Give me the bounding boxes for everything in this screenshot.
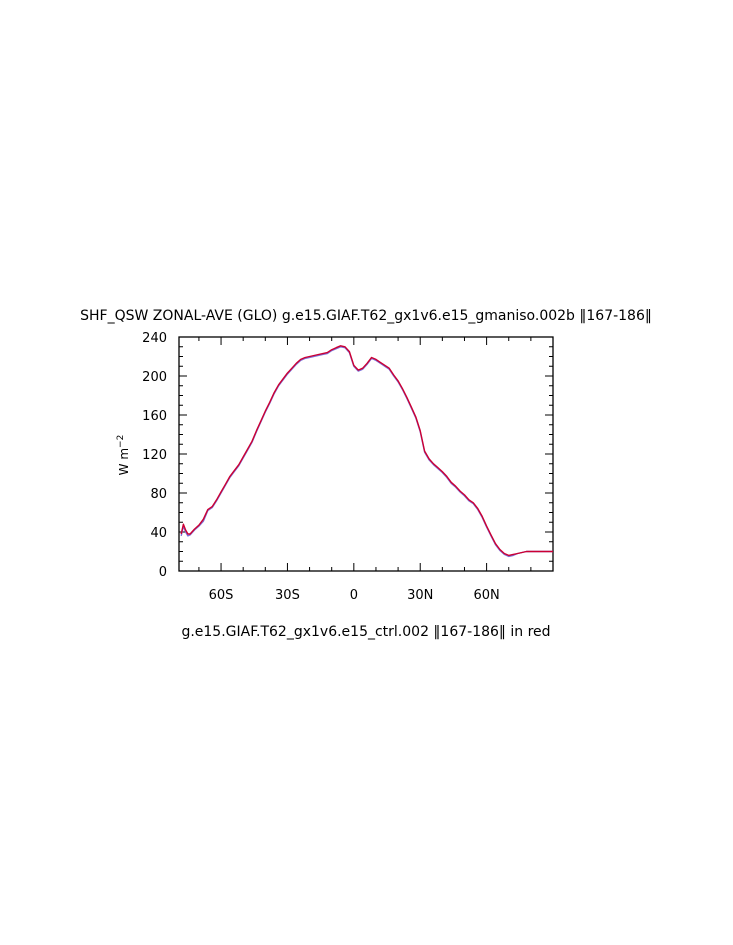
x-tick-label: 0	[350, 588, 358, 603]
plot-area: 60S 30S 0 30N 60N 0 40 80 120 160 200 240	[142, 331, 554, 603]
y-axis-label: W m−2	[116, 435, 131, 476]
x-tick-label: 30S	[275, 588, 300, 603]
svg-text:W m−2: W m−2	[116, 435, 131, 476]
y-tick-label: 200	[142, 370, 167, 385]
x-tick-label: 60S	[209, 588, 234, 603]
y-tick-label: 120	[142, 448, 167, 463]
y-tick-label: 40	[150, 526, 167, 541]
series-line-1	[180, 346, 553, 558]
chart-title: SHF_QSW ZONAL-AVE (GLO) g.e15.GIAF.T62_g…	[80, 308, 652, 324]
plot-frame	[178, 336, 554, 572]
series-line-2	[180, 345, 553, 557]
y-axis-label-exponent: −2	[116, 435, 126, 448]
y-tick-label: 160	[142, 409, 167, 424]
chart-footer: g.e15.GIAF.T62_gx1v6.e15_ctrl.002 ‖167-1…	[181, 624, 550, 640]
x-tick-label: 30N	[407, 588, 433, 603]
y-axis-label-base: W m	[117, 448, 131, 475]
x-tick-label: 60N	[473, 588, 499, 603]
y-tick-label: 0	[159, 565, 167, 580]
y-tick-label: 80	[150, 487, 167, 502]
y-tick-label: 240	[142, 331, 167, 346]
